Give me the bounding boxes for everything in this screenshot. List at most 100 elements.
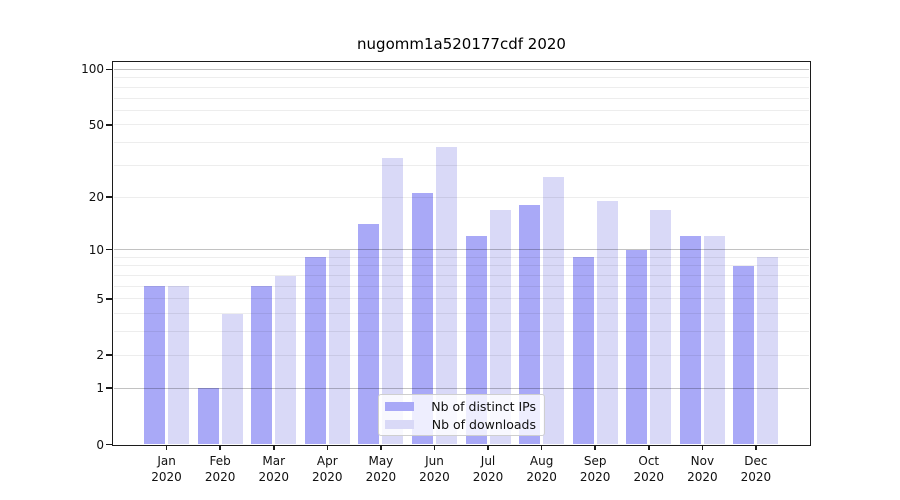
y-tick-label-100: 100 xyxy=(81,62,104,77)
x-tick-month: Dec xyxy=(744,453,768,468)
x-tick-label-feb: Feb 2020 xyxy=(188,453,252,485)
gridline-minor-7 xyxy=(114,275,809,277)
gridline-minor-90 xyxy=(114,77,809,79)
bar-downloads-mar xyxy=(275,275,297,445)
chart-title: nugomm1a520177cdf 2020 xyxy=(357,35,566,53)
x-tick-dec xyxy=(755,445,757,450)
gridline-minor-5 xyxy=(114,298,809,300)
gridline-minor-9 xyxy=(114,256,809,258)
gridline-major-10 xyxy=(114,249,809,251)
y-tick-20 xyxy=(106,196,112,198)
gridline-minor-2 xyxy=(114,354,809,356)
gridline-minor-80 xyxy=(114,86,809,88)
x-tick-year: 2020 xyxy=(204,469,236,484)
x-tick-label-aug: Aug 2020 xyxy=(510,453,574,485)
bar-downloads-jul xyxy=(489,209,511,445)
y-tick-label-10: 10 xyxy=(88,242,104,257)
gridline-major-1 xyxy=(114,387,809,389)
bar-downloads-may xyxy=(382,157,404,445)
x-tick-year: 2020 xyxy=(526,469,557,484)
x-tick-mar xyxy=(272,445,275,450)
x-tick-label-mar: Mar 2020 xyxy=(242,453,306,485)
x-tick-month: Apr xyxy=(316,453,338,468)
y-tick-100 xyxy=(106,68,112,71)
y-tick-label-2: 2 xyxy=(96,348,104,363)
x-tick-label-oct: Oct 2020 xyxy=(617,453,681,485)
x-tick-apr xyxy=(326,445,329,450)
x-tick-label-jan: Jan 2020 xyxy=(135,453,199,485)
y-tick-10 xyxy=(106,248,112,251)
x-tick-year: 2020 xyxy=(740,469,772,484)
bar-distinct-ips-sep xyxy=(572,257,594,445)
x-tick-year: 2020 xyxy=(687,469,718,484)
legend-swatch-distinct-ips-icon xyxy=(385,401,414,411)
gridline-minor-4 xyxy=(114,313,809,315)
bar-downloads-jan xyxy=(168,286,190,445)
x-tick-year: 2020 xyxy=(633,469,665,484)
x-tick-month: Feb xyxy=(209,453,231,468)
gridline-minor-6 xyxy=(114,285,809,287)
bar-downloads-feb xyxy=(221,313,243,445)
x-tick-month: Jan xyxy=(157,453,176,468)
gridline-minor-60 xyxy=(114,109,809,111)
x-tick-year: 2020 xyxy=(312,469,343,484)
x-tick-month: Aug xyxy=(529,453,554,468)
x-tick-sep xyxy=(594,445,596,450)
bar-distinct-ips-may xyxy=(358,224,380,445)
x-tick-aug xyxy=(540,445,543,450)
gridline-minor-30 xyxy=(114,164,809,166)
y-tick-5 xyxy=(106,298,112,300)
gridline-minor-8 xyxy=(114,265,809,267)
bar-distinct-ips-mar xyxy=(251,286,273,445)
gridline-minor-40 xyxy=(114,142,809,144)
y-tick-label-1: 1 xyxy=(96,381,104,396)
bar-downloads-jun xyxy=(435,146,457,445)
x-tick-feb xyxy=(219,445,221,450)
x-tick-label-apr: Apr 2020 xyxy=(295,453,359,485)
bar-downloads-apr xyxy=(328,249,350,445)
gridline-minor-70 xyxy=(114,97,809,99)
gridline-minor-3 xyxy=(114,331,809,333)
gridline-minor-50 xyxy=(114,124,809,126)
x-tick-month: Nov xyxy=(690,453,715,468)
x-tick-month: Mar xyxy=(262,453,286,468)
legend-item-distinct-ips: Nb of distinct IPs xyxy=(385,397,536,415)
bar-distinct-ips-jun xyxy=(411,193,433,445)
x-tick-nov xyxy=(701,445,704,450)
x-tick-month: Oct xyxy=(638,453,660,468)
bar-distinct-ips-oct xyxy=(626,249,648,445)
x-tick-jan xyxy=(165,445,168,450)
x-tick-label-jul: Jul 2020 xyxy=(456,453,520,485)
legend-item-downloads: Nb of downloads xyxy=(385,415,536,433)
x-tick-year: 2020 xyxy=(579,469,611,484)
x-tick-year: 2020 xyxy=(151,469,182,484)
x-tick-oct xyxy=(647,445,650,450)
x-tick-label-sep: Sep 2020 xyxy=(563,453,627,485)
x-tick-month: Jul xyxy=(480,453,496,468)
x-tick-year: 2020 xyxy=(258,469,289,484)
legend-label-distinct-ips: Nb of distinct IPs xyxy=(431,398,536,414)
bar-downloads-dec xyxy=(757,257,779,445)
x-tick-label-dec: Dec 2020 xyxy=(724,453,788,485)
gridline-major-100 xyxy=(114,68,809,70)
y-tick-1 xyxy=(106,387,112,389)
y-tick-2 xyxy=(106,354,112,357)
x-tick-month: May xyxy=(368,453,394,468)
x-tick-year: 2020 xyxy=(365,469,397,484)
bar-distinct-ips-apr xyxy=(304,257,326,445)
x-tick-label-may: May 2020 xyxy=(349,453,413,485)
y-tick-50 xyxy=(106,124,112,126)
x-tick-month: Jun xyxy=(425,453,444,468)
bar-downloads-nov xyxy=(703,236,725,445)
legend-swatch-downloads-icon xyxy=(385,419,414,429)
x-tick-year: 2020 xyxy=(472,469,504,484)
legend: Nb of distinct IPs Nb of downloads xyxy=(378,394,545,436)
bar-distinct-ips-aug xyxy=(519,205,541,445)
x-tick-may xyxy=(380,445,382,450)
x-tick-label-nov: Nov 2020 xyxy=(670,453,734,485)
x-tick-jun xyxy=(433,445,436,450)
y-tick-label-50: 50 xyxy=(88,117,104,132)
x-tick-jul xyxy=(487,445,489,450)
bar-distinct-ips-dec xyxy=(733,265,755,445)
x-tick-label-jun: Jun 2020 xyxy=(402,453,466,485)
